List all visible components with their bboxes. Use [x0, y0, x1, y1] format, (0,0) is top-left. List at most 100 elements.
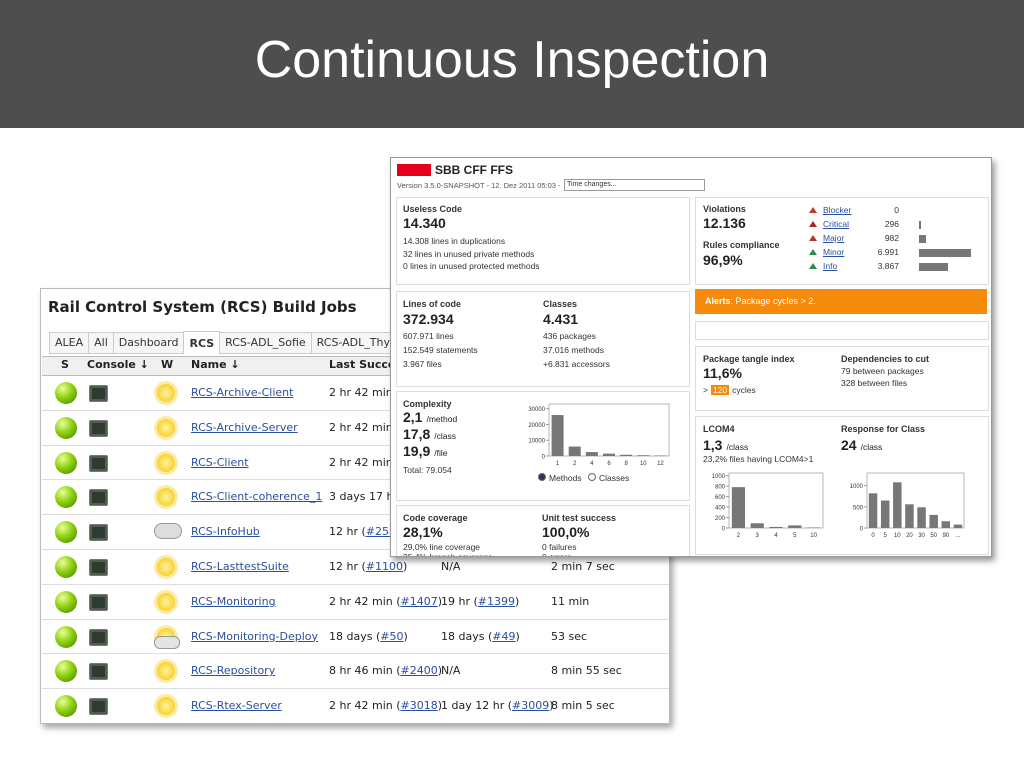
widget-title: Complexity	[403, 399, 452, 409]
build-text: )	[437, 594, 443, 608]
build-link[interactable]: #1399	[477, 594, 515, 608]
weather-sun	[157, 697, 175, 716]
bar	[788, 525, 802, 528]
severity-icon	[809, 249, 817, 255]
cycles-prefix: >	[703, 385, 708, 395]
metric-value: 96,9%	[703, 252, 743, 268]
row-border	[42, 723, 669, 724]
column-header[interactable]: Name ↓	[191, 358, 240, 371]
tab[interactable]: Dashboard	[112, 332, 185, 354]
console-icon	[89, 454, 108, 472]
bar	[941, 521, 951, 528]
build-link[interactable]: #3018	[400, 699, 438, 713]
bar	[551, 415, 564, 456]
build-text: )	[437, 664, 443, 678]
metric-value: 372.934	[403, 311, 454, 327]
radio-option[interactable]: Classes	[588, 473, 629, 483]
severity-name[interactable]: Blocker	[823, 205, 852, 215]
build-text: 1 day 12 hr (	[441, 699, 513, 713]
weather-cloud	[154, 635, 180, 649]
console-icon	[89, 628, 108, 646]
metric-line: 436 packages	[543, 331, 596, 341]
build-link[interactable]: #1407	[400, 594, 438, 608]
build-link[interactable]: #2400	[400, 664, 438, 678]
job-name[interactable]: RCS-Repository	[191, 664, 276, 678]
tab[interactable]: ALEA	[49, 332, 90, 354]
column-header[interactable]: Last Succes	[329, 358, 402, 371]
column-header[interactable]: S	[61, 358, 69, 371]
severity-icon	[809, 235, 817, 241]
radio-option[interactable]: Methods	[538, 473, 582, 483]
console-icon	[89, 524, 108, 542]
x-tick-label: 90	[942, 533, 949, 539]
metric-line: 152.549 statements	[403, 345, 478, 355]
tab[interactable]: RCS-ADL_Thyra	[310, 332, 408, 354]
build-link[interactable]: #49	[492, 629, 516, 643]
job-name[interactable]: RCS-Rtex-Server	[191, 699, 282, 713]
widget-title: Dependencies to cut	[841, 354, 930, 364]
metric-line: 328 between files	[841, 378, 908, 388]
y-tick-label: 1000	[712, 474, 726, 480]
y-tick-label: 10000	[528, 439, 545, 445]
widget	[695, 416, 989, 555]
build-cell: 2 hr 42 min	[329, 456, 393, 469]
row-border	[42, 514, 669, 516]
row-border	[42, 549, 669, 550]
build-link[interactable]: #258	[365, 525, 396, 539]
console-icon	[89, 698, 108, 716]
metric-line: Total: 79.054	[403, 465, 452, 475]
time-select[interactable]: Time changes...	[564, 179, 705, 191]
widget-title: Rules compliance	[703, 240, 780, 250]
metric-line: 25,4% branch coverage	[403, 552, 493, 557]
x-tick-label: 4	[590, 461, 594, 467]
bar	[620, 454, 633, 456]
severity-name[interactable]: Info	[823, 261, 838, 271]
tab[interactable]: All	[88, 332, 114, 354]
build-link[interactable]: #1100	[365, 560, 403, 573]
sonar-panel: SBB CFF FFS Version 3.5.0-SNAPSHOT - 12. …	[390, 157, 992, 557]
build-link[interactable]: #3009	[512, 699, 550, 713]
job-name[interactable]: RCS-Archive-Server	[191, 420, 298, 434]
bar	[585, 452, 598, 456]
job-name[interactable]: RCS-InfoHub	[191, 525, 260, 539]
tab[interactable]: RCS-ADL_Sofie	[219, 332, 312, 354]
job-name[interactable]: RCS-Client-coherence_1	[191, 490, 323, 504]
job-name[interactable]: RCS-Monitoring	[191, 594, 276, 608]
status-ball	[55, 556, 77, 578]
build-text: 2 hr 42 min (	[329, 594, 401, 608]
row-border	[42, 618, 669, 620]
severity-count: 6.991	[877, 247, 899, 257]
build-text: N/A	[441, 560, 461, 573]
y-tick-label: 0	[860, 527, 864, 533]
job-name[interactable]: RCS-Client	[191, 455, 249, 469]
severity-name[interactable]: Major	[823, 233, 845, 243]
job-name[interactable]: RCS-LasttestSuite	[191, 560, 289, 573]
tab[interactable]: RCS	[183, 331, 221, 354]
x-tick-label: 5	[793, 533, 797, 539]
row-border	[42, 688, 669, 690]
x-tick-label: 8	[624, 461, 628, 467]
column-header[interactable]: W	[161, 358, 174, 371]
metric-value: 17,8	[403, 426, 431, 442]
metric-line: 14.308 lines in duplications	[403, 236, 506, 246]
duration: 8 min 5 sec	[551, 699, 615, 713]
build-text: )	[549, 699, 554, 713]
tab-bar: ALEA All Dashboard RCS RCS-ADL_Sofie RCS-ADL_…	[49, 331, 408, 354]
build-cell: 2 hr 42 min (#1407)	[329, 595, 442, 608]
build-link[interactable]: #50	[380, 629, 404, 643]
row-border	[42, 479, 669, 481]
column-header[interactable]: Console ↓	[87, 358, 149, 371]
severity-name[interactable]: Minor	[823, 247, 845, 257]
severity-count: 982	[884, 233, 899, 243]
metric-value: 28,1%	[403, 524, 443, 540]
job-name[interactable]: RCS-Archive-Client	[191, 386, 294, 399]
y-tick-label: 0	[542, 455, 546, 461]
radio-dot	[588, 473, 596, 481]
metric-line: +6.831 accessors	[543, 359, 610, 369]
build-text: )	[515, 594, 520, 608]
severity-name[interactable]: Critical	[823, 219, 849, 229]
severity-icon	[809, 221, 817, 227]
severity-bar	[919, 249, 971, 257]
job-name[interactable]: RCS-Monitoring-Deploy	[191, 629, 319, 643]
